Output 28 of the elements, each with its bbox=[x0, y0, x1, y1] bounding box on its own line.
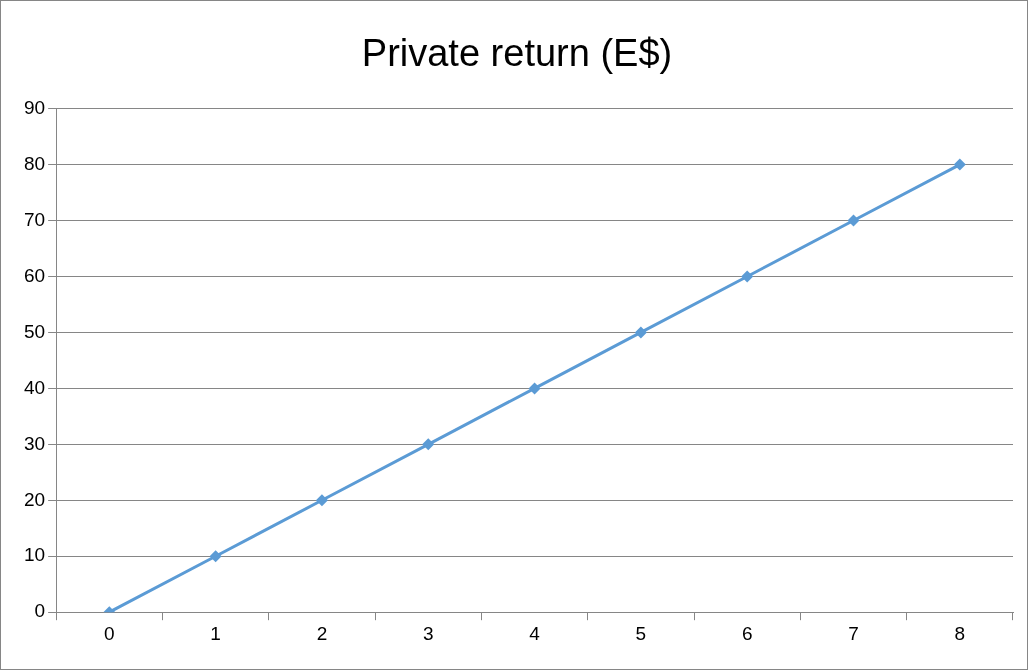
y-tick-label: 10 bbox=[23, 544, 46, 566]
y-tick-label: 60 bbox=[23, 264, 46, 286]
x-tick-label: 3 bbox=[422, 622, 434, 644]
x-tick-label: 6 bbox=[741, 622, 753, 644]
y-tick-label: 70 bbox=[23, 208, 46, 230]
point bbox=[528, 382, 541, 395]
point bbox=[315, 494, 328, 507]
x-tick-label: 1 bbox=[210, 622, 221, 644]
chart-title: Private return (E$) bbox=[361, 32, 673, 75]
x-tick-label: 8 bbox=[954, 622, 966, 644]
y-tick-label: 90 bbox=[23, 96, 46, 118]
point bbox=[847, 214, 860, 227]
x-tick-label: 5 bbox=[635, 622, 647, 644]
y-tick-label: 50 bbox=[23, 320, 46, 342]
point bbox=[953, 158, 966, 171]
x-tick-label: 4 bbox=[529, 622, 541, 644]
y-tick-label: 30 bbox=[23, 432, 46, 454]
y-tick-label: 20 bbox=[23, 488, 46, 510]
x-tick-label: 0 bbox=[104, 622, 115, 644]
x-tick-label: 7 bbox=[848, 622, 859, 644]
y-tick-label: 0 bbox=[34, 600, 46, 622]
x-tick-label: 2 bbox=[316, 622, 328, 644]
point bbox=[741, 270, 754, 283]
y-tick-label: 80 bbox=[23, 152, 46, 174]
point bbox=[422, 438, 435, 451]
point bbox=[634, 326, 647, 339]
point bbox=[209, 550, 222, 563]
y-tick-label: 40 bbox=[23, 376, 46, 398]
